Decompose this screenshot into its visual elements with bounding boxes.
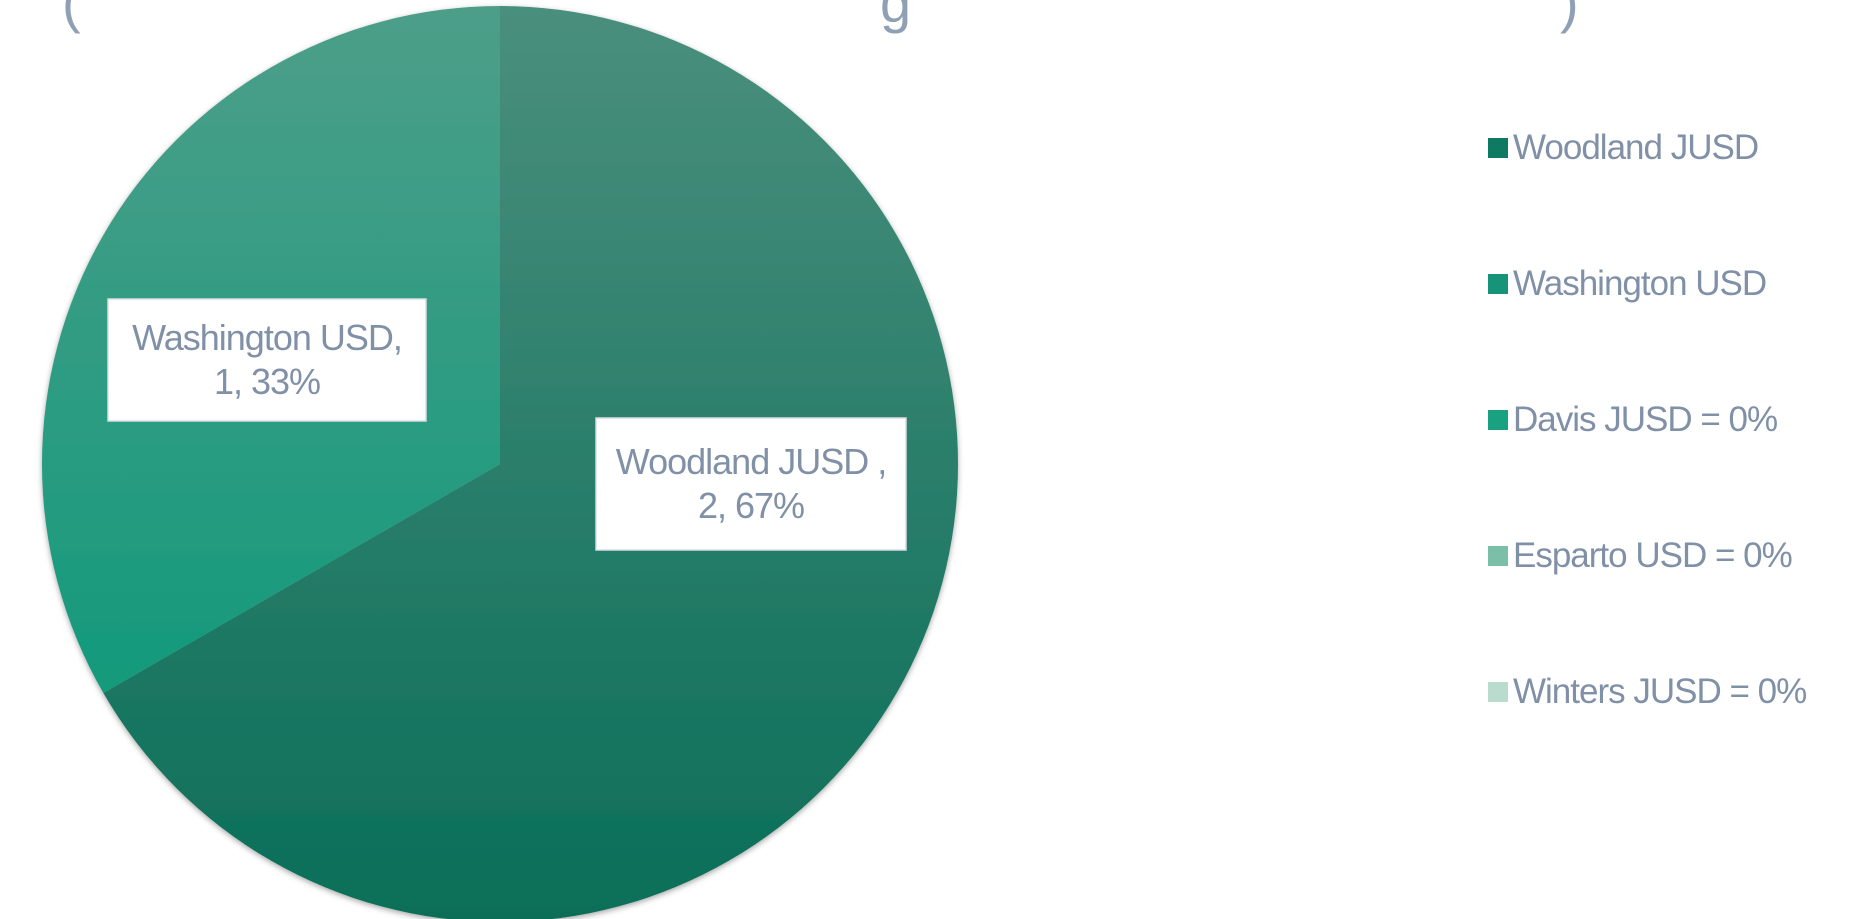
data-label-box [107,298,427,422]
title-fragment-mid: g [880,0,912,34]
legend-item-woodland: Woodland JUSD [1488,128,1759,168]
data-label-line: Woodland JUSD , [616,441,886,482]
legend-swatch-icon [1488,274,1508,294]
legend-label: Washington USD [1513,264,1767,303]
data-label-washington-usd: Washington USD,1, 33% [107,298,427,422]
legend-label: Winters JUSD = 0% [1513,672,1807,711]
legend-item-esparto: Esparto USD = 0% [1488,536,1793,576]
legend-item-winters: Winters JUSD = 0% [1488,672,1807,712]
legend-swatch-icon [1488,138,1508,158]
legend-label: Esparto USD = 0% [1513,536,1793,575]
legend-swatch-icon [1488,546,1508,566]
legend-label: Woodland JUSD [1513,128,1759,167]
data-label-box [595,417,907,551]
legend-item-washington: Washington USD [1488,264,1767,304]
pie-slice-woodland-jusd [103,6,958,919]
data-label-line: 2, 67% [698,485,804,526]
legend-label: Davis JUSD = 0% [1513,400,1778,439]
pie-data-labels: Woodland JUSD ,2, 67% Washington USD,1, 3… [107,298,907,551]
title-fragment-right: ) [1560,0,1579,34]
legend-item-davis: Davis JUSD = 0% [1488,400,1778,440]
data-label-line: 1, 33% [214,361,320,402]
legend-swatch-icon [1488,682,1508,702]
title-fragment-left: ( [62,0,81,34]
legend-swatch-icon [1488,410,1508,430]
data-label-woodland-jusd: Woodland JUSD ,2, 67% [595,417,907,551]
data-label-line: Washington USD, [132,317,402,358]
